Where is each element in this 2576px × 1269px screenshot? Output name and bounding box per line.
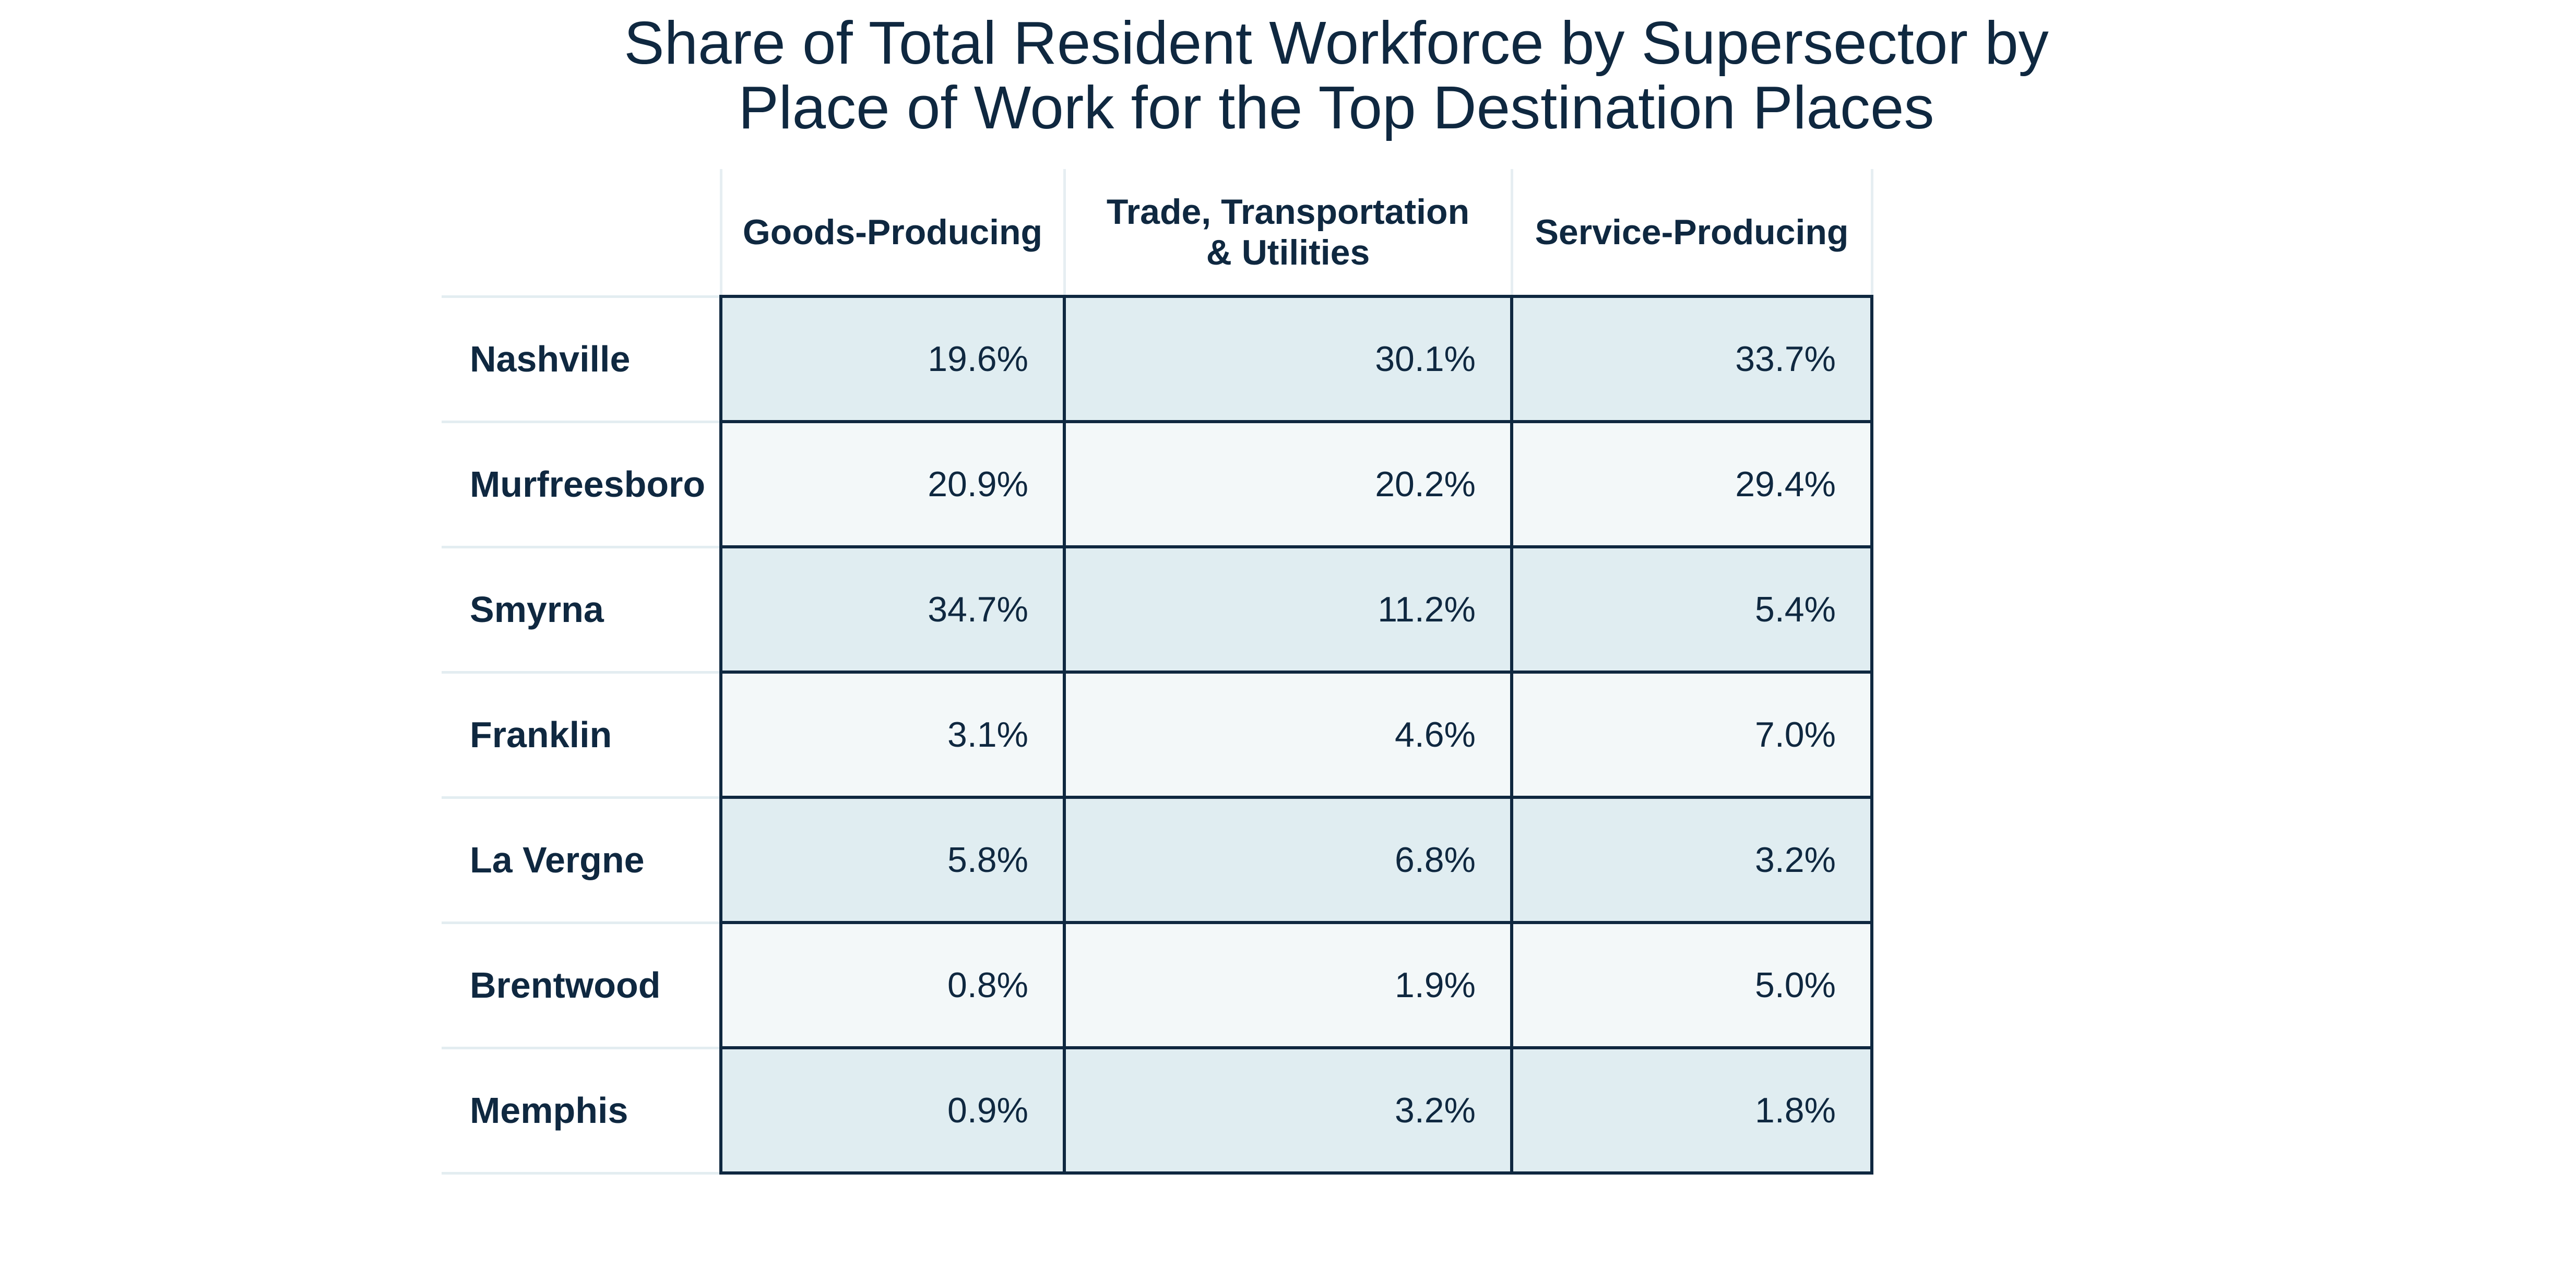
table-cell: 1.8% xyxy=(1510,1046,1873,1175)
row-label: Brentwood xyxy=(442,923,721,1049)
row-label: Murfreesboro xyxy=(442,422,721,548)
table-cell: 7.0% xyxy=(1510,671,1873,799)
table-cell: 20.9% xyxy=(719,420,1066,548)
table-cell: 19.6% xyxy=(719,295,1066,423)
chart-title: Share of Total Resident Workforce by Sup… xyxy=(0,10,2576,140)
table-cell: 29.4% xyxy=(1510,420,1873,548)
table-cell: 5.8% xyxy=(719,796,1066,924)
row-label: Franklin xyxy=(442,672,721,799)
data-table: Goods-Producing Trade, Transportation & … xyxy=(442,169,1873,1175)
table-row: Brentwood 0.8% 1.9% 5.0% xyxy=(442,921,1873,1049)
header-row: Goods-Producing Trade, Transportation & … xyxy=(442,169,1873,296)
table-cell: 6.8% xyxy=(1063,796,1513,924)
table-row: Memphis 0.9% 3.2% 1.8% xyxy=(442,1046,1873,1175)
column-header-trade-transportation-utilities: Trade, Transportation & Utilities xyxy=(1063,169,1513,296)
table-cell: 5.0% xyxy=(1510,921,1873,1049)
table-row: Nashville 19.6% 30.1% 33.7% xyxy=(442,295,1873,423)
table-row: Smyrna 34.7% 11.2% 5.4% xyxy=(442,545,1873,674)
table-cell: 30.1% xyxy=(1063,295,1513,423)
table-cell: 20.2% xyxy=(1063,420,1513,548)
row-label: Smyrna xyxy=(442,547,721,674)
column-header-goods-producing: Goods-Producing xyxy=(719,169,1066,296)
row-label: Memphis xyxy=(442,1048,721,1175)
chart-title-line-1: Share of Total Resident Workforce by Sup… xyxy=(624,9,2049,77)
table-cell: 0.8% xyxy=(719,921,1066,1049)
table-cell: 0.9% xyxy=(719,1046,1066,1175)
table-cell: 3.2% xyxy=(1063,1046,1513,1175)
row-label: La Vergne xyxy=(442,797,721,924)
table-cell: 5.4% xyxy=(1510,545,1873,674)
corner-cell xyxy=(442,169,721,296)
table-cell: 34.7% xyxy=(719,545,1066,674)
data-table-container: Goods-Producing Trade, Transportation & … xyxy=(442,169,1873,1175)
table-row: Murfreesboro 20.9% 20.2% 29.4% xyxy=(442,420,1873,548)
column-header-service-producing: Service-Producing xyxy=(1510,169,1873,296)
table-cell: 11.2% xyxy=(1063,545,1513,674)
table-cell: 33.7% xyxy=(1510,295,1873,423)
table-cell: 4.6% xyxy=(1063,671,1513,799)
table-cell: 1.9% xyxy=(1063,921,1513,1049)
row-label: Nashville xyxy=(442,295,721,423)
column-header-trade-line-2: & Utilities xyxy=(1206,232,1370,272)
chart-title-line-2: Place of Work for the Top Destination Pl… xyxy=(738,74,1934,141)
table-row: La Vergne 5.8% 6.8% 3.2% xyxy=(442,796,1873,924)
table-cell: 3.2% xyxy=(1510,796,1873,924)
table-cell: 3.1% xyxy=(719,671,1066,799)
column-header-trade-line-1: Trade, Transportation xyxy=(1106,191,1470,232)
table-row: Franklin 3.1% 4.6% 7.0% xyxy=(442,671,1873,799)
